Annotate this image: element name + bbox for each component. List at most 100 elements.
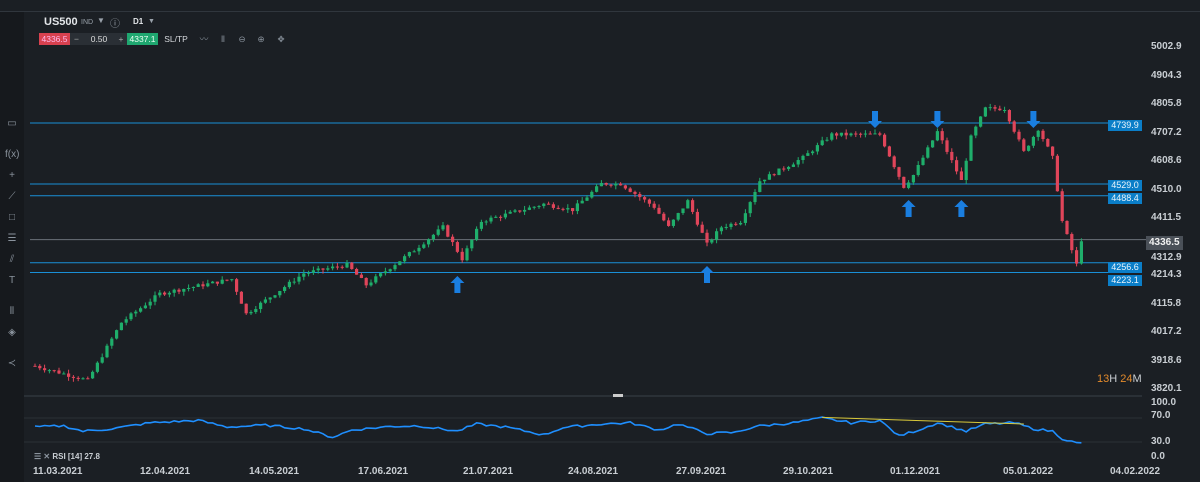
candle-body: [91, 371, 95, 379]
candle-body: [278, 290, 282, 296]
candle-body: [134, 311, 138, 314]
candle-body: [163, 292, 167, 295]
increase-button[interactable]: +: [115, 33, 127, 45]
candle-body: [417, 247, 421, 252]
candle-body: [590, 191, 594, 198]
candle-body: [110, 338, 114, 346]
buy-price-button[interactable]: 4337.1: [127, 33, 158, 45]
rsi-axis-label: 30.0: [1151, 436, 1171, 447]
text-icon[interactable]: T: [8, 275, 16, 286]
crosshair-icon[interactable]: +: [9, 170, 15, 181]
candle-body: [849, 133, 853, 136]
candle-body: [671, 219, 675, 226]
candle-body: [734, 223, 738, 225]
candle-body: [475, 228, 479, 240]
candle-body: [921, 157, 925, 165]
line-chart-icon[interactable]: 〰: [199, 34, 209, 44]
timeframe-dropdown-icon[interactable]: ▼: [148, 18, 155, 25]
date-axis-label: 12.04.2021: [140, 466, 191, 477]
candle-body: [854, 133, 858, 135]
volume-input[interactable]: 0.50: [83, 33, 115, 45]
share-icon[interactable]: ≺: [7, 358, 17, 369]
fibonacci-icon[interactable]: ☰: [7, 233, 17, 244]
candle-body: [777, 168, 781, 176]
candle-body: [355, 269, 359, 275]
candles-icon[interactable]: ⦀: [221, 34, 225, 44]
zoom-out-icon[interactable]: ⊖: [238, 34, 246, 44]
candle-body: [379, 273, 383, 277]
candle-body: [561, 208, 565, 210]
candle-body: [724, 226, 728, 228]
candle-body: [436, 229, 440, 235]
candle-body: [801, 155, 805, 161]
timeframe-select[interactable]: D1: [133, 17, 144, 26]
date-axis-label: 21.07.2021: [463, 466, 514, 477]
price-axis-label: 4510.0: [1151, 183, 1182, 195]
date-axis-label: 17.06.2021: [358, 466, 409, 477]
sell-price-button[interactable]: 4336.5: [39, 33, 70, 45]
layout-icon[interactable]: ▭: [7, 118, 17, 129]
indicators-icon[interactable]: ⦀: [9, 306, 15, 317]
candle-body: [1046, 139, 1050, 147]
level-label: 4223.1: [1108, 275, 1142, 286]
price-axis-label: 5002.9: [1151, 41, 1182, 52]
candle-body: [215, 281, 219, 284]
candle-body: [81, 378, 85, 380]
candle-body: [43, 368, 47, 371]
candle-body: [1070, 234, 1074, 251]
candle-body: [398, 261, 402, 266]
pitchfork-icon[interactable]: ⫽: [9, 254, 15, 265]
candle-body: [484, 221, 488, 223]
function-icon[interactable]: f(x): [5, 149, 20, 160]
candle-body: [235, 279, 239, 292]
price-axis-label: 3820.1: [1151, 383, 1182, 394]
candle-body: [1022, 139, 1026, 151]
price-axis-label: 4312.9: [1151, 252, 1182, 263]
candle-body: [806, 153, 810, 156]
candle-body: [95, 362, 99, 372]
candle-timer: 13H 24M: [1097, 373, 1142, 385]
rectangle-icon[interactable]: □: [8, 212, 16, 223]
candle-body: [758, 181, 762, 192]
candle-body: [76, 377, 80, 379]
symbol-dropdown-icon[interactable]: ▼: [97, 16, 105, 25]
sl-tp-button[interactable]: SL/TP: [164, 34, 188, 44]
candle-body: [652, 203, 656, 208]
candle-body: [470, 239, 474, 249]
pan-icon[interactable]: ✥: [277, 34, 285, 44]
candle-body: [844, 132, 848, 136]
symbol-name[interactable]: US500: [44, 16, 78, 28]
candle-body: [374, 276, 378, 283]
candle-body: [566, 208, 570, 210]
pane-resize-handle[interactable]: [613, 394, 623, 397]
candle-body: [499, 216, 503, 218]
candle-body: [868, 133, 872, 135]
candle-body: [451, 236, 455, 243]
candle-body: [719, 227, 723, 232]
candle-body: [657, 207, 661, 214]
rsi-legend[interactable]: ☰ ✕ RSI [14] 27.8: [34, 452, 100, 461]
zoom-in-icon[interactable]: ⊕: [257, 34, 265, 44]
candle-body: [244, 303, 248, 314]
date-axis-label: 04.02.2022: [1110, 466, 1161, 477]
candle-body: [643, 197, 647, 200]
candle-body: [638, 193, 642, 198]
candle-body: [67, 373, 71, 377]
candle-body: [201, 284, 205, 287]
info-icon[interactable]: ⓘ: [110, 19, 120, 30]
line-tool-icon[interactable]: ⟋: [8, 191, 16, 202]
candle-body: [527, 207, 531, 210]
candle-body: [710, 239, 714, 243]
layers-icon[interactable]: ◈: [8, 327, 16, 338]
candle-body: [772, 174, 776, 176]
candle-body: [1051, 146, 1055, 156]
candle-body: [508, 211, 512, 214]
decrease-button[interactable]: −: [70, 33, 83, 45]
candle-body: [465, 248, 469, 261]
candle-body: [292, 281, 296, 283]
date-axis-label: 27.09.2021: [676, 466, 727, 477]
candle-body: [62, 373, 66, 375]
date-axis-label: 24.08.2021: [568, 466, 619, 477]
candle-body: [316, 268, 320, 271]
